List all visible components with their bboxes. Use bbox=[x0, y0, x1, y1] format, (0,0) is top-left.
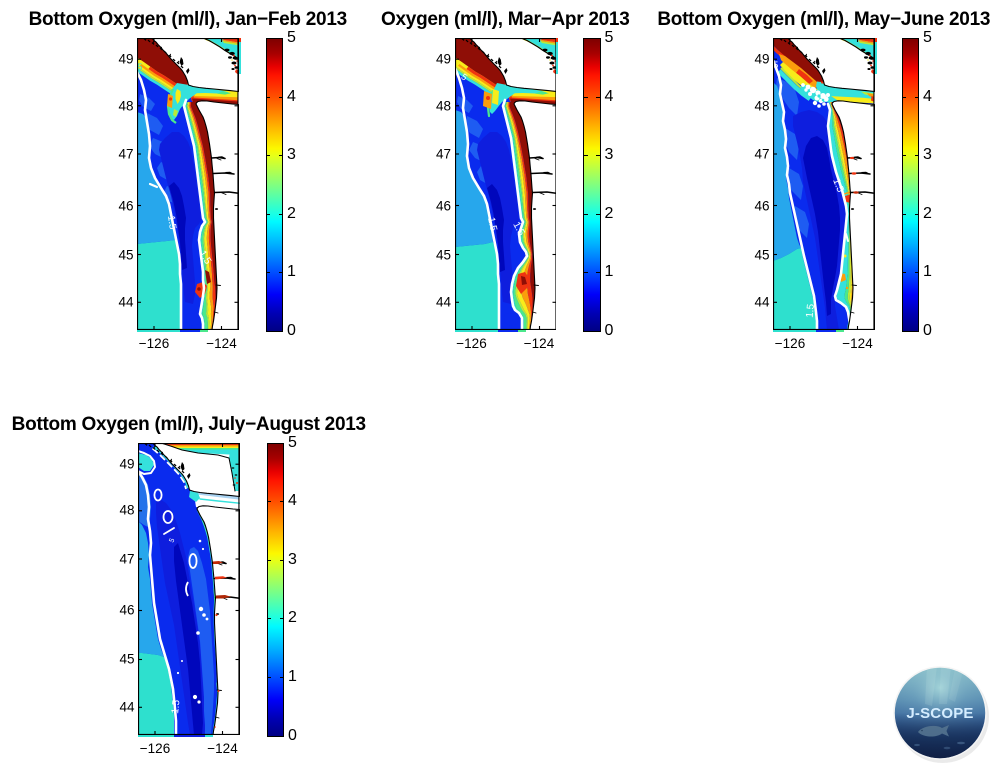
svg-text:J-SCOPE: J-SCOPE bbox=[906, 705, 973, 722]
svg-text:5: 5 bbox=[459, 71, 469, 82]
svg-text:5: 5 bbox=[168, 537, 176, 544]
svg-text:1.5: 1.5 bbox=[805, 303, 817, 318]
svg-text:1.5: 1.5 bbox=[170, 698, 182, 713]
svg-text:1.5: 1.5 bbox=[485, 216, 499, 232]
svg-text:5: 5 bbox=[137, 62, 142, 72]
svg-text:5: 5 bbox=[773, 60, 778, 70]
svg-text:1.5: 1.5 bbox=[165, 215, 178, 231]
svg-text:1.5: 1.5 bbox=[830, 177, 846, 194]
